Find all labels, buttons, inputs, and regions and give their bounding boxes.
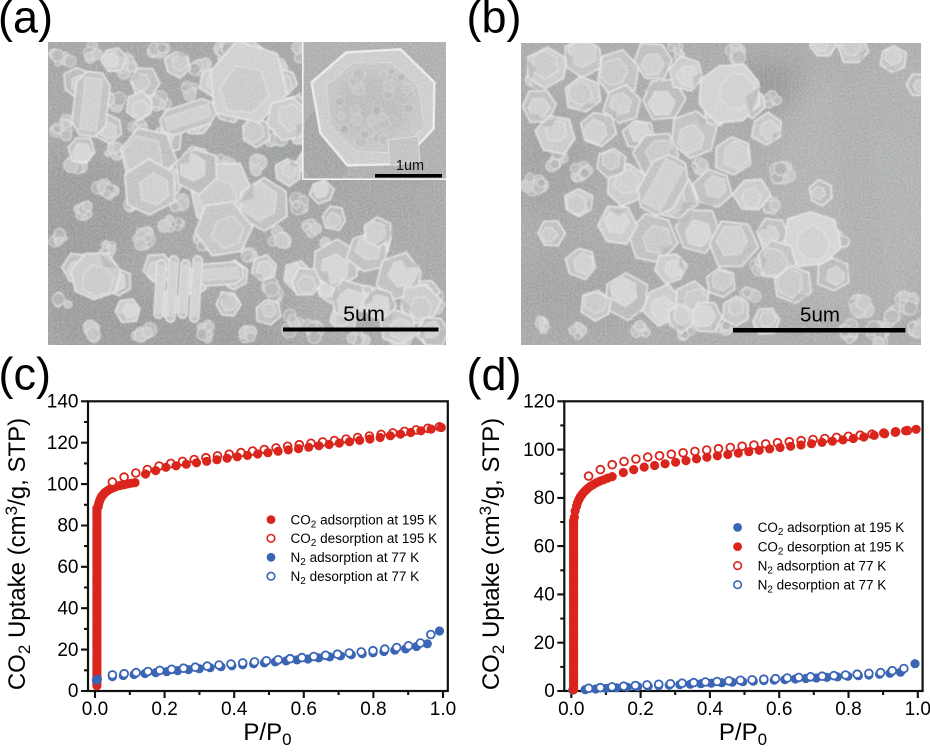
svg-text:N2 adsorption at 77 K: N2 adsorption at 77 K <box>758 558 887 576</box>
svg-text:(b): (b) <box>467 0 522 43</box>
svg-text:CO2 adsorption at 195 K: CO2 adsorption at 195 K <box>758 520 905 538</box>
svg-text:1.0: 1.0 <box>430 699 456 720</box>
svg-text:5um: 5um <box>343 302 385 326</box>
svg-text:CO2 desorption at 195 K: CO2 desorption at 195 K <box>758 539 905 557</box>
svg-text:0.2: 0.2 <box>151 699 177 720</box>
svg-text:1.0: 1.0 <box>905 699 930 720</box>
svg-text:0.6: 0.6 <box>291 699 317 720</box>
svg-text:(a): (a) <box>0 0 53 43</box>
svg-text:140: 140 <box>47 392 79 413</box>
svg-text:0.0: 0.0 <box>558 699 584 720</box>
svg-text:120: 120 <box>47 433 79 454</box>
svg-text:20: 20 <box>57 640 78 661</box>
svg-text:100: 100 <box>523 440 555 461</box>
svg-text:N2 desorption at 77 K: N2 desorption at 77 K <box>758 578 887 596</box>
svg-text:40: 40 <box>57 598 78 619</box>
svg-text:N2 adsorption at 77 K: N2 adsorption at 77 K <box>291 550 420 568</box>
svg-text:0.6: 0.6 <box>766 699 792 720</box>
svg-text:0.0: 0.0 <box>82 699 108 720</box>
svg-text:100: 100 <box>47 474 79 495</box>
svg-text:(d): (d) <box>467 349 522 400</box>
svg-text:0.2: 0.2 <box>627 699 653 720</box>
svg-text:N2 desorption at 77 K: N2 desorption at 77 K <box>291 569 420 587</box>
svg-text:0: 0 <box>544 681 555 702</box>
svg-text:120: 120 <box>523 392 555 413</box>
svg-text:0.4: 0.4 <box>221 699 248 720</box>
svg-text:60: 60 <box>57 557 78 578</box>
svg-text:20: 20 <box>534 633 555 654</box>
svg-text:0.8: 0.8 <box>835 699 861 720</box>
svg-text:(c): (c) <box>0 349 51 400</box>
svg-text:CO2 Uptake (cm3/g, STP): CO2 Uptake (cm3/g, STP) <box>476 418 508 690</box>
svg-text:80: 80 <box>534 488 555 509</box>
svg-text:0.8: 0.8 <box>360 699 386 720</box>
svg-text:CO2 Uptake (cm3/g, STP): CO2 Uptake (cm3/g, STP) <box>2 418 34 690</box>
svg-text:CO2 desorption at 195 K: CO2 desorption at 195 K <box>291 531 438 549</box>
svg-text:5um: 5um <box>800 304 840 327</box>
svg-text:0: 0 <box>68 681 79 702</box>
svg-text:0.4: 0.4 <box>697 699 724 720</box>
svg-text:CO2 adsorption at 195 K: CO2 adsorption at 195 K <box>291 512 438 530</box>
svg-text:80: 80 <box>57 516 78 537</box>
svg-text:1um: 1um <box>396 158 424 174</box>
svg-text:40: 40 <box>534 585 555 606</box>
svg-text:60: 60 <box>534 536 555 557</box>
